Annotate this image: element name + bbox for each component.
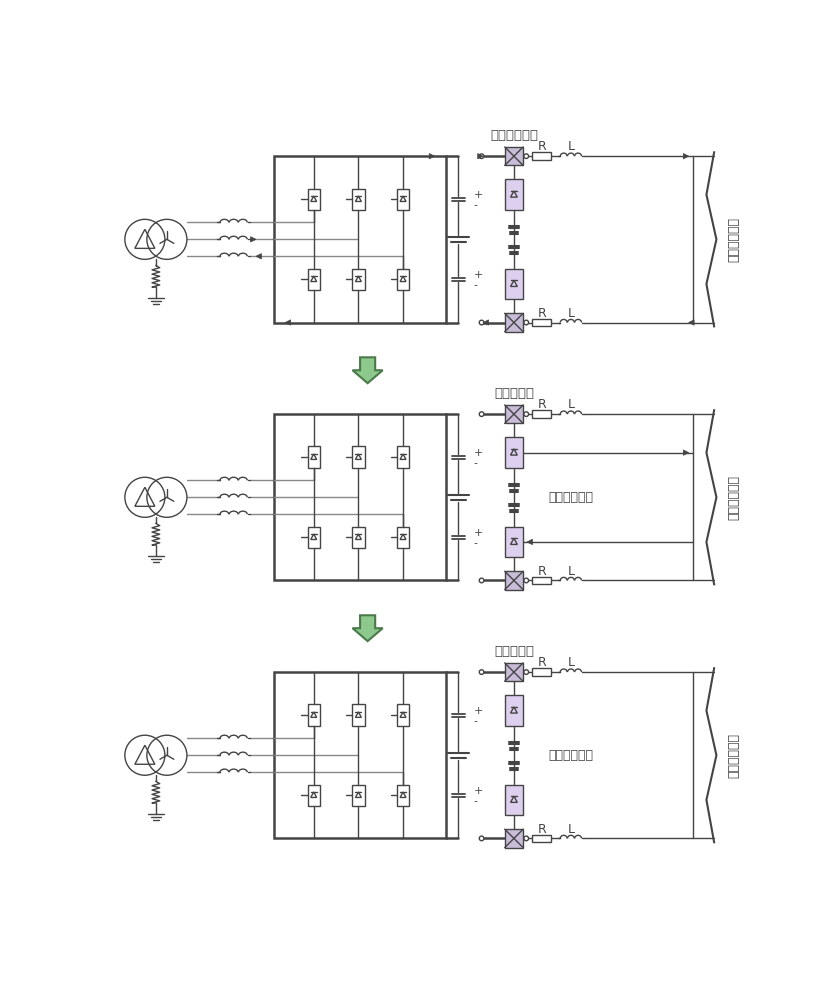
- Circle shape: [524, 578, 529, 583]
- Text: L: L: [568, 565, 574, 578]
- Bar: [532, 668, 551, 676]
- Circle shape: [479, 154, 484, 158]
- Bar: [505, 179, 523, 210]
- Text: -: -: [474, 458, 478, 468]
- Polygon shape: [478, 153, 483, 159]
- Bar: [505, 527, 523, 557]
- Bar: [352, 189, 364, 210]
- Circle shape: [524, 412, 529, 416]
- Bar: [505, 313, 523, 332]
- Circle shape: [479, 670, 484, 674]
- Text: -: -: [474, 281, 478, 291]
- Text: 续流回路导通: 续流回路导通: [549, 491, 593, 504]
- Polygon shape: [483, 320, 489, 325]
- Text: 双极短路故障: 双极短路故障: [727, 475, 740, 520]
- Polygon shape: [286, 320, 290, 325]
- Circle shape: [524, 836, 529, 841]
- Text: -: -: [474, 716, 478, 726]
- Text: +: +: [474, 786, 483, 796]
- Bar: [505, 785, 523, 815]
- Bar: [397, 269, 409, 290]
- Bar: [532, 319, 551, 326]
- Circle shape: [524, 320, 529, 325]
- Text: -: -: [474, 796, 478, 806]
- Bar: [352, 704, 364, 726]
- Text: L: L: [568, 140, 574, 153]
- Bar: [274, 414, 447, 580]
- Bar: [532, 152, 551, 160]
- Circle shape: [479, 578, 484, 583]
- Polygon shape: [353, 357, 383, 383]
- Bar: [505, 571, 523, 590]
- Circle shape: [479, 836, 484, 841]
- Polygon shape: [683, 450, 689, 455]
- Text: -: -: [474, 200, 478, 210]
- Polygon shape: [683, 153, 689, 159]
- Bar: [308, 704, 320, 726]
- Bar: [352, 785, 364, 806]
- Text: +: +: [474, 448, 483, 458]
- Polygon shape: [689, 320, 694, 325]
- Bar: [505, 437, 523, 468]
- Bar: [352, 269, 364, 290]
- Text: L: L: [568, 307, 574, 320]
- Bar: [308, 785, 320, 806]
- Bar: [397, 527, 409, 548]
- Text: L: L: [568, 656, 574, 669]
- Text: +: +: [474, 190, 483, 200]
- Bar: [308, 527, 320, 548]
- Text: R: R: [537, 565, 546, 578]
- Bar: [397, 189, 409, 210]
- Circle shape: [479, 412, 484, 416]
- Text: L: L: [568, 398, 574, 411]
- Bar: [308, 269, 320, 290]
- Bar: [505, 663, 523, 681]
- Circle shape: [524, 154, 529, 158]
- Bar: [505, 829, 523, 848]
- Bar: [532, 577, 551, 584]
- Bar: [352, 527, 364, 548]
- Polygon shape: [527, 539, 532, 545]
- Bar: [308, 189, 320, 210]
- Text: +: +: [474, 270, 483, 280]
- Text: R: R: [537, 656, 546, 669]
- Text: R: R: [537, 398, 546, 411]
- Text: 断路器未动作: 断路器未动作: [490, 129, 538, 142]
- Bar: [397, 704, 409, 726]
- Text: +: +: [474, 706, 483, 716]
- Text: 双极短路故障: 双极短路故障: [727, 733, 740, 778]
- Text: R: R: [537, 140, 546, 153]
- Polygon shape: [429, 153, 435, 159]
- Text: +: +: [474, 528, 483, 538]
- Bar: [397, 785, 409, 806]
- Polygon shape: [353, 615, 383, 641]
- Bar: [308, 446, 320, 468]
- Bar: [532, 410, 551, 418]
- Bar: [532, 835, 551, 842]
- Text: R: R: [537, 307, 546, 320]
- Bar: [505, 695, 523, 726]
- Circle shape: [479, 320, 484, 325]
- Bar: [352, 446, 364, 468]
- Text: -: -: [474, 538, 478, 548]
- Circle shape: [524, 670, 529, 674]
- Bar: [505, 147, 523, 165]
- Text: 断路器分闸: 断路器分闸: [494, 645, 534, 658]
- Text: L: L: [568, 823, 574, 836]
- Bar: [274, 156, 447, 323]
- Bar: [274, 672, 447, 838]
- Bar: [397, 446, 409, 468]
- Bar: [505, 269, 523, 299]
- Polygon shape: [256, 254, 261, 259]
- Text: R: R: [537, 823, 546, 836]
- Text: 断路器分闸: 断路器分闸: [494, 387, 534, 400]
- Text: 双极短路故障: 双极短路故障: [727, 217, 740, 262]
- Bar: [505, 405, 523, 423]
- Text: 能量释放完毕: 能量释放完毕: [549, 749, 593, 762]
- Polygon shape: [251, 237, 256, 242]
